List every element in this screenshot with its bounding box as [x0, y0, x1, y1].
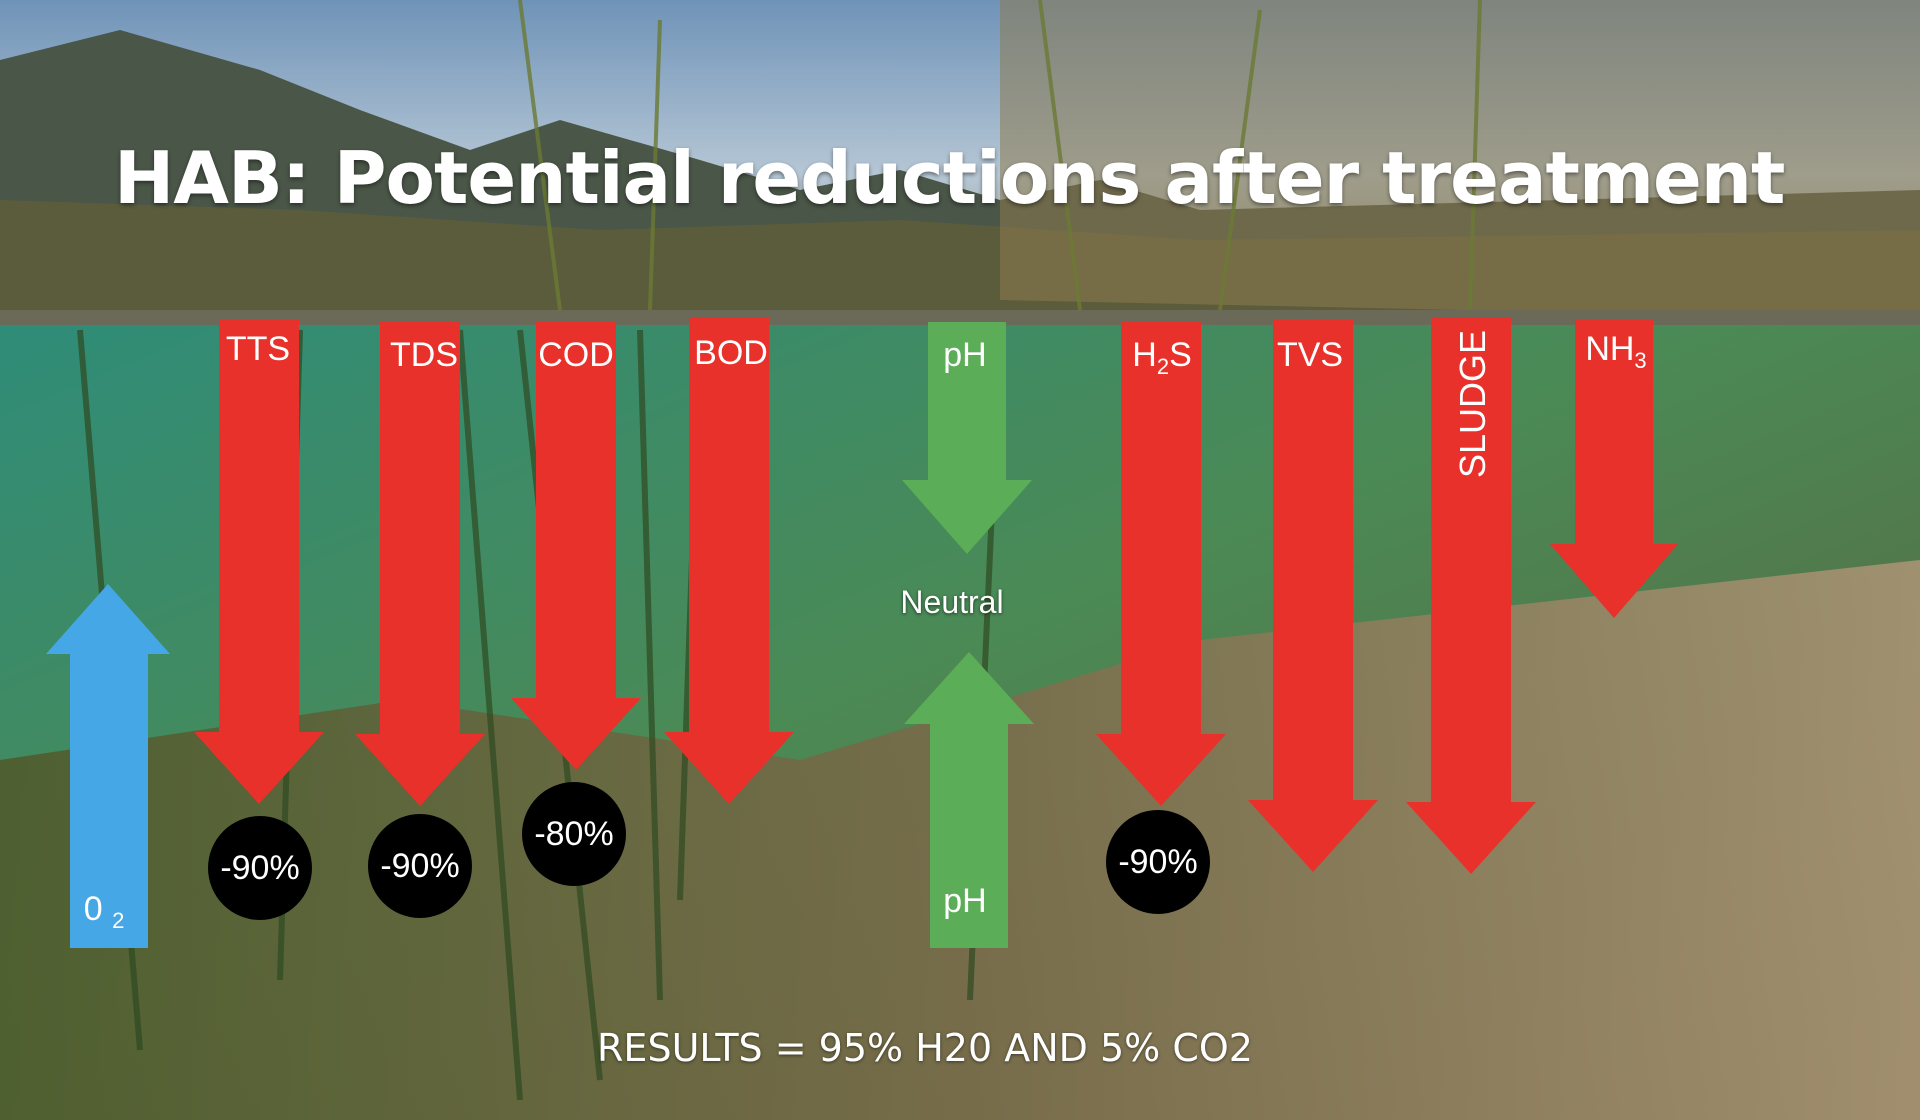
cod-badge: -80% [522, 782, 626, 886]
cod-label: COD [538, 336, 614, 374]
bod-down-arrow [664, 318, 794, 804]
ph-up-arrow [904, 652, 1034, 948]
h2s-badge: -90% [1106, 810, 1210, 914]
ph-down-arrow [902, 322, 1032, 554]
slide-title: HAB: Potential reductions after treatmen… [114, 136, 1785, 220]
oxygen-label: 0 2 [83, 890, 125, 933]
tts-down-arrow [194, 320, 324, 804]
oxygen-up-arrow [46, 584, 170, 948]
h2s-label: H2S [1132, 336, 1192, 379]
bod-label: BOD [694, 334, 768, 372]
tvs-label: TVS [1276, 336, 1344, 374]
tds-down-arrow [355, 322, 485, 806]
h2s-down-arrow [1096, 322, 1226, 806]
tds-badge: -90% [368, 814, 472, 918]
results-summary: RESULTS = 95% H20 AND 5% CO2 [597, 1026, 1253, 1070]
tvs-down-arrow [1248, 320, 1378, 872]
ph-top-label: pH [943, 336, 987, 374]
sludge-label: SLUDGE [1452, 329, 1493, 478]
ph-bottom-label: pH [943, 882, 987, 920]
tts-label: TTS [225, 330, 291, 368]
sludge-down-arrow [1406, 318, 1536, 874]
tts-badge: -90% [208, 816, 312, 920]
cod-down-arrow [511, 322, 641, 770]
nh3-down-arrow [1550, 320, 1678, 618]
tds-label: TDS [390, 336, 458, 374]
nh3-label: NH3 [1585, 330, 1647, 373]
neutral-label: Neutral [900, 584, 1004, 620]
